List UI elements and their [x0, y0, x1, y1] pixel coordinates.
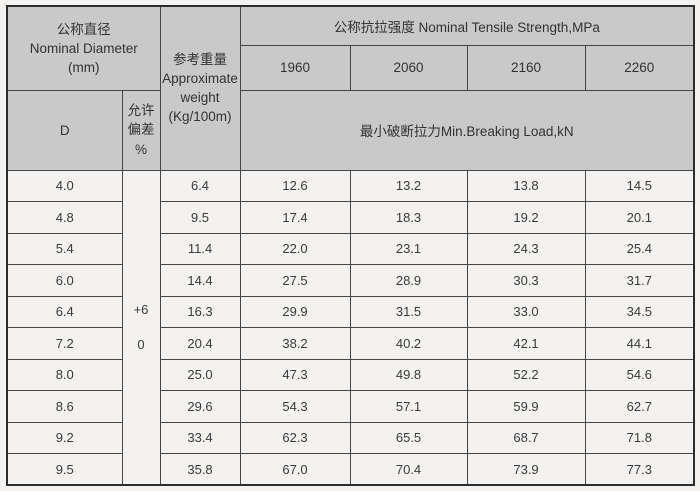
- cell-diameter: 8.0: [6, 358, 123, 391]
- header-row-1: 公称直径 Nominal Diameter (mm) 参考重量 Approxim…: [6, 5, 695, 171]
- table-row: 5.4 11.4 22.0 23.1 24.3 25.4: [6, 232, 695, 265]
- cell-weight: 6.4: [159, 169, 241, 202]
- table-body: 4.0 +6 0 6.4 12.6 13.2 13.8 14.5 4.8 9.5 17.4 18.3 1…: [6, 169, 695, 486]
- cell-load-1960: 38.2: [239, 327, 351, 360]
- table-row: 7.2 20.4 38.2 40.2 42.1 44.1: [6, 327, 695, 360]
- cell-diameter: 9.2: [6, 421, 123, 454]
- table-row: 4.8 9.5 17.4 18.3 19.2 20.1: [6, 201, 695, 234]
- table-row: 9.2 33.4 62.3 65.5 68.7 71.8: [6, 421, 695, 454]
- tensile-strength-table: 公称直径 Nominal Diameter (mm) 参考重量 Approxim…: [6, 5, 696, 486]
- cell-load-2260: 44.1: [584, 327, 695, 360]
- cell-weight: 14.4: [159, 264, 241, 297]
- cell-weight: 16.3: [159, 295, 241, 328]
- table-row: 6.4 16.3 29.9 31.5 33.0 34.5: [6, 295, 695, 328]
- cell-load-2060: 40.2: [349, 327, 468, 360]
- cell-load-2160: 59.9: [466, 390, 586, 423]
- cell-load-1960: 47.3: [239, 358, 351, 391]
- cell-load-2160: 52.2: [466, 358, 586, 391]
- header-tolerance: 允许 偏差 %: [121, 89, 161, 171]
- cell-load-1960: 54.3: [239, 390, 351, 423]
- header-d: D: [6, 89, 123, 171]
- cell-diameter: 4.0: [6, 169, 123, 202]
- cell-load-2260: 62.7: [584, 390, 695, 423]
- cell-load-1960: 22.0: [239, 232, 351, 265]
- header-grade-2060: 2060: [349, 44, 468, 91]
- header-row-2: 1960 2060 2160 2260: [7, 44, 695, 91]
- cell-load-1960: 12.6: [239, 169, 351, 202]
- cell-load-2060: 13.2: [349, 169, 468, 202]
- cell-load-2260: 71.8: [584, 421, 695, 454]
- cell-load-2060: 49.8: [349, 358, 468, 391]
- table-row: 8.0 25.0 47.3 49.8 52.2 54.6: [6, 358, 695, 391]
- cell-load-2160: 33.0: [466, 295, 586, 328]
- cell-load-2060: 23.1: [349, 232, 468, 265]
- cell-load-1960: 29.9: [239, 295, 351, 328]
- tolerance-upper-value: +6: [133, 302, 149, 318]
- cell-load-2060: 28.9: [349, 264, 468, 297]
- cell-load-2260: 14.5: [584, 169, 695, 202]
- header-nominal-tensile-strength: 公称抗拉强度 Nominal Tensile Strength,MPa: [239, 5, 695, 46]
- cell-load-1960: 62.3: [239, 421, 351, 454]
- header-min-breaking-load: 最小破断拉力Min.Breaking Load,kN: [239, 89, 695, 171]
- table-row: 9.5 35.8 67.0 70.4 73.9 77.3: [6, 453, 695, 486]
- cell-diameter: 9.5: [6, 453, 123, 486]
- cell-load-2060: 65.5: [349, 421, 468, 454]
- tolerance-cell: +6 0: [121, 169, 161, 486]
- cell-diameter: 5.4: [6, 232, 123, 265]
- cell-weight: 11.4: [159, 232, 241, 265]
- header-grade-2160: 2160: [466, 44, 586, 91]
- cell-weight: 9.5: [159, 201, 241, 234]
- header-nominal-diameter: 公称直径 Nominal Diameter (mm): [6, 5, 161, 91]
- cell-load-2060: 57.1: [349, 390, 468, 423]
- cell-diameter: 6.0: [6, 264, 123, 297]
- cell-load-2060: 70.4: [349, 453, 468, 486]
- cell-load-2260: 77.3: [584, 453, 695, 486]
- cell-diameter: 7.2: [6, 327, 123, 360]
- cell-diameter: 4.8: [6, 201, 123, 234]
- cell-diameter: 6.4: [6, 295, 123, 328]
- cell-load-1960: 17.4: [239, 201, 351, 234]
- cell-load-2160: 19.2: [466, 201, 586, 234]
- cell-load-2260: 34.5: [584, 295, 695, 328]
- cell-load-2260: 20.1: [584, 201, 695, 234]
- cell-weight: 29.6: [159, 390, 241, 423]
- cell-load-2160: 42.1: [466, 327, 586, 360]
- cell-load-2160: 13.8: [466, 169, 586, 202]
- cell-weight: 33.4: [159, 421, 241, 454]
- cell-load-1960: 67.0: [239, 453, 351, 486]
- cell-load-2160: 24.3: [466, 232, 586, 265]
- cell-diameter: 8.6: [6, 390, 123, 423]
- header-grade-2260: 2260: [584, 44, 695, 91]
- header-grade-1960: 1960: [239, 44, 351, 91]
- cell-load-2260: 54.6: [584, 358, 695, 391]
- cell-weight: 20.4: [159, 327, 241, 360]
- cell-load-1960: 27.5: [239, 264, 351, 297]
- header-row-3: D 允许 偏差 % 最小破断拉力Min.Breaking Load,kN: [6, 89, 695, 171]
- table-row: 4.0 +6 0 6.4 12.6 13.2 13.8 14.5: [6, 169, 695, 486]
- cell-weight: 35.8: [159, 453, 241, 486]
- cell-load-2060: 31.5: [349, 295, 468, 328]
- cell-load-2260: 31.7: [584, 264, 695, 297]
- table-row: 6.0 14.4 27.5 28.9 30.3 31.7: [6, 264, 695, 297]
- cell-load-2160: 73.9: [466, 453, 586, 486]
- cell-load-2260: 25.4: [584, 232, 695, 265]
- cell-load-2160: 30.3: [466, 264, 586, 297]
- cell-load-2060: 18.3: [349, 201, 468, 234]
- table-row: 8.6 29.6 54.3 57.1 59.9 62.7: [6, 390, 695, 423]
- table-header: 公称直径 Nominal Diameter (mm) 参考重量 Approxim…: [6, 5, 695, 171]
- cell-weight: 25.0: [159, 358, 241, 391]
- tolerance-lower-value: 0: [137, 337, 145, 353]
- header-approximate-weight: 参考重量 Approximate weight (Kg/100m): [159, 5, 241, 171]
- cell-load-2160: 68.7: [466, 421, 586, 454]
